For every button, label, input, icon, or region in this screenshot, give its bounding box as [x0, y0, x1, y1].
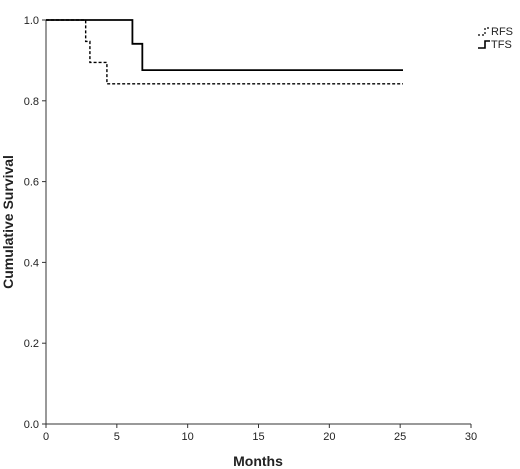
- x-tick-label: 0: [43, 431, 49, 443]
- x-tick-label: 5: [114, 431, 120, 443]
- legend-symbol-tfs: [478, 40, 490, 49]
- y-tick-label: 0.0: [24, 419, 39, 431]
- y-axis-title: Cumulative Survival: [0, 155, 16, 289]
- legend-symbol-rfs: [478, 27, 490, 36]
- x-tick-label: 25: [394, 431, 406, 443]
- y-tick-label: 0.8: [24, 96, 39, 108]
- x-tick-label: 20: [323, 431, 335, 443]
- y-tick-label: 0.6: [24, 177, 39, 189]
- legend-label-tfs: TFS: [491, 39, 512, 51]
- x-axis-title: Months: [233, 453, 283, 469]
- y-tick-label: 0.4: [24, 257, 39, 269]
- y-axis-ticks: 0.0 0.2 0.4 0.6 0.8 1.0: [24, 15, 46, 431]
- legend-label-rfs: RFS: [491, 26, 513, 38]
- x-tick-label: 10: [182, 431, 194, 443]
- x-tick-label: 30: [465, 431, 477, 443]
- series-layer: [46, 19, 403, 85]
- x-tick-label: 15: [252, 431, 264, 443]
- y-tick-label: 1.0: [24, 15, 39, 27]
- series-line-tfs: [46, 19, 403, 71]
- x-axis-ticks: 0 5 10 15 20 25 30: [43, 424, 477, 443]
- series-line-rfs: [46, 19, 403, 85]
- plot-area: 0 5 10 15 20 25 30 0.0 0.2 0.4 0.6 0.8 1.0: [24, 15, 477, 443]
- y-tick-label: 0.2: [24, 338, 39, 350]
